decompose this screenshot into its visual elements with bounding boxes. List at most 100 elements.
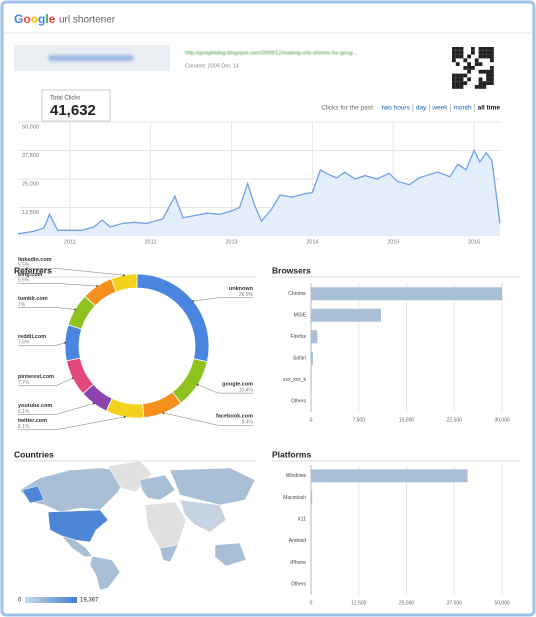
leader-line [193, 297, 253, 302]
logo: Google [14, 12, 56, 26]
qr-cell [482, 47, 487, 51]
slice-label: youtube.com [18, 403, 52, 409]
country [19, 467, 129, 513]
qr-cell [452, 47, 456, 51]
y-tick-label: Others [291, 581, 307, 587]
slice-value: 8.1% [18, 424, 30, 430]
slice-value: 6.6% [18, 278, 30, 284]
range-option[interactable]: month [454, 105, 472, 112]
bar [311, 308, 382, 322]
qr-cell [467, 77, 471, 82]
qr-cell [486, 50, 490, 55]
product-name: url shortener [59, 15, 116, 26]
qr-cell [486, 47, 490, 51]
long-url[interactable]: http://googleblog.blogspot.com/2009/12/m… [185, 50, 358, 56]
clicks-chart: 12,500 25,000 37,500 50,000 2011 2012 2013 2014… [17, 121, 501, 245]
y-tick-label: Chrome [288, 291, 306, 297]
y-tick-label: X11 [297, 516, 306, 522]
x-tick-label: 7,500 [352, 417, 365, 423]
leader-dot [92, 402, 95, 405]
total-box [41, 89, 111, 122]
section-title: Referrers [14, 265, 52, 275]
qr-cell [467, 62, 471, 66]
y-tick-label: Windows [286, 473, 307, 479]
qr-cell [455, 54, 460, 59]
qr-cell [490, 54, 494, 59]
qr-cell [455, 81, 460, 85]
qr-cell [478, 85, 483, 89]
qr-cell [490, 58, 494, 63]
line [17, 148, 501, 235]
leader-line [18, 416, 125, 431]
x-tick-label: 30,000 [494, 417, 510, 423]
country [139, 474, 176, 501]
country [47, 509, 109, 543]
qr-cell [471, 66, 475, 70]
slice-label: tumblr.com [18, 296, 48, 302]
qr-cell [482, 85, 487, 89]
slice-label: pinterest.com [18, 374, 54, 380]
x-tick-label: 15,000 [399, 417, 415, 423]
legend-min: 0 [18, 598, 22, 604]
qr-cell [486, 54, 490, 59]
browsers: Browsers 0 7,500 15,000 22,500 30,000 Chrome MS… [272, 265, 520, 423]
qr-cell [490, 69, 494, 74]
section-title: Browsers [272, 265, 311, 275]
y-tick-label: Safari [293, 356, 306, 362]
slice-value: 7.7% [18, 380, 30, 386]
range-option[interactable]: day [416, 105, 427, 112]
leader-dot [196, 383, 199, 386]
slice-value: 7.6% [18, 340, 30, 346]
x-tick-label: 2011 [64, 239, 76, 245]
x-tick-label: 2012 [145, 239, 157, 245]
qr-cell [474, 85, 479, 89]
y-tick-label: Others [291, 399, 307, 405]
qr-cell [490, 50, 494, 55]
qr-cell [455, 77, 460, 82]
slice-label: facebook.com [216, 414, 253, 420]
qr-cell [463, 58, 468, 63]
y-tick-label: Android [289, 538, 306, 544]
range-option[interactable]: week [431, 105, 448, 112]
qr-cell [459, 85, 464, 89]
qr-cell [467, 66, 471, 70]
x-tick-label: 0 [310, 600, 313, 606]
qr-cell [452, 81, 456, 85]
qr-cell [482, 69, 487, 74]
x-tick-label: 2013 [225, 239, 237, 245]
qr-cell [486, 73, 490, 78]
qr-cell [459, 50, 464, 55]
qr-cell [452, 50, 456, 55]
slice-value: 10.4% [239, 387, 254, 393]
slice-value: 8.4% [242, 420, 254, 426]
leader-line [18, 268, 124, 276]
slice-label: bing.com [18, 272, 43, 278]
total-label: Total Clicks [50, 96, 80, 102]
slice-value: 5.5% [18, 263, 30, 269]
qr-cell [452, 73, 456, 78]
country [159, 544, 179, 563]
qr-cell [459, 47, 464, 51]
qr-cell [463, 73, 468, 78]
y-tick-label: iPhone [290, 560, 306, 566]
qr-cell [463, 81, 468, 85]
qr-cell [490, 73, 494, 78]
x-tick-label: 37,500 [447, 600, 463, 606]
leader-dot [192, 300, 195, 303]
leader-dot [162, 411, 165, 414]
section-title: Platforms [272, 449, 311, 459]
qr-cell [455, 62, 460, 66]
bar [311, 287, 502, 301]
country [89, 555, 121, 591]
qr-cell [478, 47, 483, 51]
qr-cell [474, 62, 479, 66]
section-title: Countries [14, 449, 54, 459]
range-option[interactable]: two hours [382, 105, 411, 112]
qr-cell [490, 47, 494, 51]
x-tick-label: 2015 [387, 239, 399, 245]
qr-cell [486, 81, 490, 85]
qr-code [452, 47, 494, 89]
range-option[interactable]: all time [478, 105, 501, 112]
